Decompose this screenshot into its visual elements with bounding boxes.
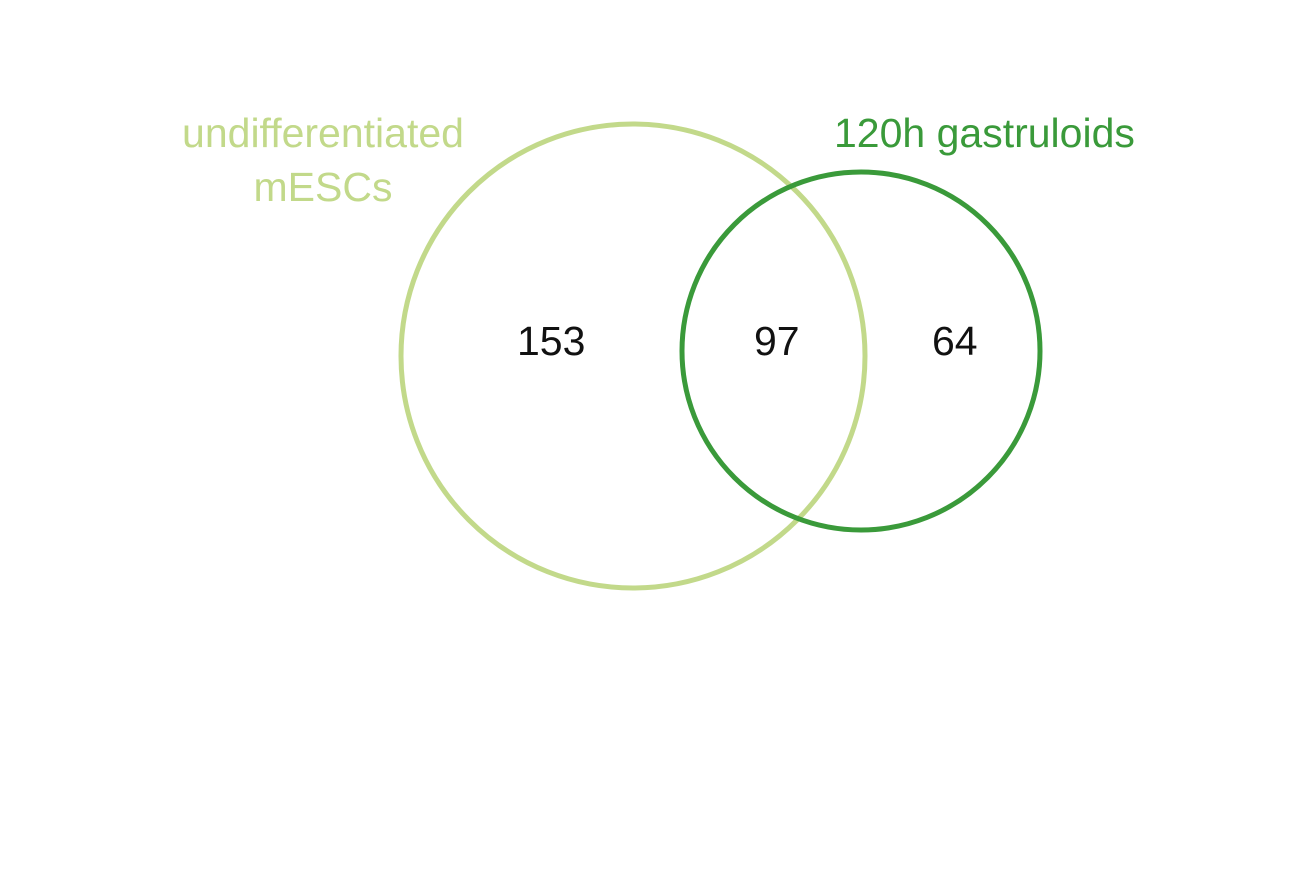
set-circle-120h-gastruloids bbox=[679, 169, 1043, 533]
set-circle-undifferentiated-mescs bbox=[398, 121, 868, 591]
set-label-line: undifferentiated bbox=[182, 110, 464, 156]
count-intersection: 97 bbox=[754, 318, 800, 364]
set-label-line: mESCs bbox=[253, 164, 393, 210]
set-label-undifferentiated-mescs: undifferentiated mESCs bbox=[158, 106, 488, 214]
set-label-120h-gastruloids: 120h gastruloids bbox=[834, 106, 1135, 160]
count-only-undifferentiated-mescs: 153 bbox=[517, 318, 586, 364]
set-label-line: 120h gastruloids bbox=[834, 110, 1135, 156]
count-only-120h-gastruloids: 64 bbox=[932, 318, 978, 364]
